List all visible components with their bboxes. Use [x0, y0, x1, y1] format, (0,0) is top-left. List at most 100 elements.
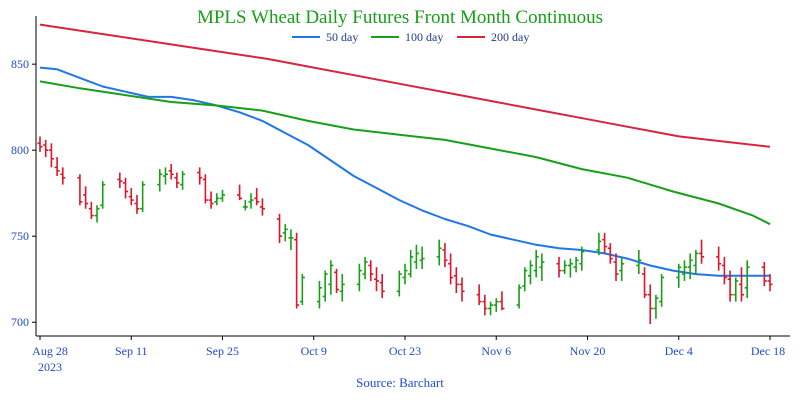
ohlc-bar: [738, 267, 744, 302]
ohlc-bar: [88, 201, 94, 220]
series-line-ma50: [39, 66, 770, 277]
x-tick-label: Aug 28: [32, 344, 68, 358]
series-line-ma200: [39, 23, 771, 148]
ohlc-bar: [396, 270, 402, 297]
x-tick-label: Nov 20: [570, 344, 606, 358]
ohlc-bar: [602, 232, 608, 254]
legend: 50 day 100 day 200 day: [292, 30, 529, 44]
ohlc-bar: [123, 177, 129, 199]
ohlc-bar: [562, 260, 568, 275]
ohlc-bar: [744, 260, 750, 299]
ohlc-bar: [693, 249, 699, 275]
ohlc-bar: [727, 270, 733, 302]
ohlc-bar: [288, 229, 294, 250]
ohlc-bar: [442, 243, 448, 268]
x-tick-label: Oct 23: [389, 344, 421, 358]
ohlc-bar: [328, 260, 334, 295]
ohlc-bar: [220, 189, 225, 202]
ohlc-bar: [488, 301, 494, 316]
ohlc-bar: [413, 244, 419, 269]
ohlc-bar: [208, 191, 214, 209]
ohlc-bar: [48, 143, 54, 168]
ohlc-bar: [140, 181, 146, 213]
ohlc-bar: [237, 184, 243, 201]
ohlc-bar: [334, 268, 340, 293]
ohlc-bar: [613, 253, 619, 281]
ohlc-bar: [522, 267, 528, 292]
ohlc-bar: [322, 270, 328, 302]
ohlc-bar: [277, 213, 283, 244]
ohlc-bar: [716, 246, 722, 271]
x-tick-label: Sep 11: [115, 344, 148, 358]
x-tick-label: Oct 9: [301, 344, 327, 358]
ohlc-bar: [556, 256, 562, 278]
ohlc-bar: [162, 167, 168, 185]
ohlc-bar: [294, 232, 300, 309]
ohlc-bar: [43, 139, 49, 158]
ohlc-bar: [619, 256, 625, 281]
ohlc-bar: [60, 167, 66, 185]
ohlc-bar: [516, 284, 522, 309]
ohlc-bar: [453, 267, 459, 293]
ohlc-bar: [259, 198, 265, 216]
ohlc-bar: [642, 267, 648, 299]
legend-label-ma50: 50 day: [326, 30, 358, 44]
y-tick-label: 750: [11, 229, 29, 243]
ohlc-bar: [687, 253, 693, 280]
ohlc-bar: [368, 260, 374, 281]
ohlc-bar: [379, 274, 385, 299]
ohlc-bar: [681, 260, 687, 281]
ohlc-bar: [77, 174, 83, 206]
ohlc-bar: [527, 260, 533, 285]
x-tick-label: Nov 6: [481, 344, 511, 358]
chart-title: MPLS Wheat Daily Futures Front Month Con…: [197, 7, 603, 28]
ohlc-bar: [248, 193, 254, 209]
ohlc-bar: [214, 193, 220, 206]
ohlc-bar: [676, 263, 682, 288]
ohlc-bar: [499, 291, 505, 311]
ohlc-bar: [653, 294, 659, 319]
y-tick-label: 800: [11, 143, 29, 157]
ohlc-bar: [699, 239, 705, 264]
ohlc-bar: [202, 174, 208, 204]
y-tick-label: 700: [11, 315, 29, 329]
ohlc-bar: [83, 186, 89, 209]
legend-label-ma100: 100 day: [405, 30, 443, 44]
y-ticks: 700 750 800 850: [11, 57, 36, 329]
ohlc-bar: [168, 163, 174, 180]
ohlc-bar: [647, 284, 653, 324]
ohlc-bar: [607, 243, 613, 264]
ohlc-bar: [197, 167, 203, 185]
ohlc-bar: [180, 170, 186, 190]
ohlc-bar: [459, 277, 465, 302]
axes: [35, 16, 790, 337]
x-ticks: Aug 28 Sep 11 Sep 25 Oct 9 Oct 23 Nov 6 Nov 20…: [32, 336, 785, 358]
ohlc-bar: [134, 194, 140, 214]
ohlc-bar: [636, 249, 642, 275]
ohlc-bar: [157, 169, 163, 192]
ohlc-bar: [117, 172, 123, 189]
ohlc-bar: [448, 253, 454, 285]
ohlc-bar: [573, 256, 579, 273]
ohlc-bar: [362, 256, 368, 280]
ohlc-bar: [37, 136, 43, 152]
ohlc-bar: [402, 263, 408, 285]
x-tick-label: Dec 4: [665, 344, 693, 358]
ohlc-bar: [94, 205, 100, 223]
ohlc-bar: [408, 249, 414, 278]
ohlc-bar: [567, 258, 573, 278]
ohlc-bar: [54, 157, 60, 176]
ohlc-bar: [254, 188, 260, 206]
ohlc-bar: [596, 232, 602, 256]
ohlc-bar: [100, 181, 106, 209]
ohlc-bar: [579, 246, 585, 271]
series-line-ma100: [39, 80, 771, 226]
y-tick-label: 850: [11, 57, 29, 71]
ohlc-bar: [299, 274, 305, 306]
ohlc-bar: [476, 284, 482, 306]
x-tick-label: Dec 18: [751, 344, 785, 358]
ohlc-bar: [482, 294, 488, 316]
ohlc-bar: [493, 298, 499, 312]
x-year-label: 2023: [38, 360, 62, 374]
